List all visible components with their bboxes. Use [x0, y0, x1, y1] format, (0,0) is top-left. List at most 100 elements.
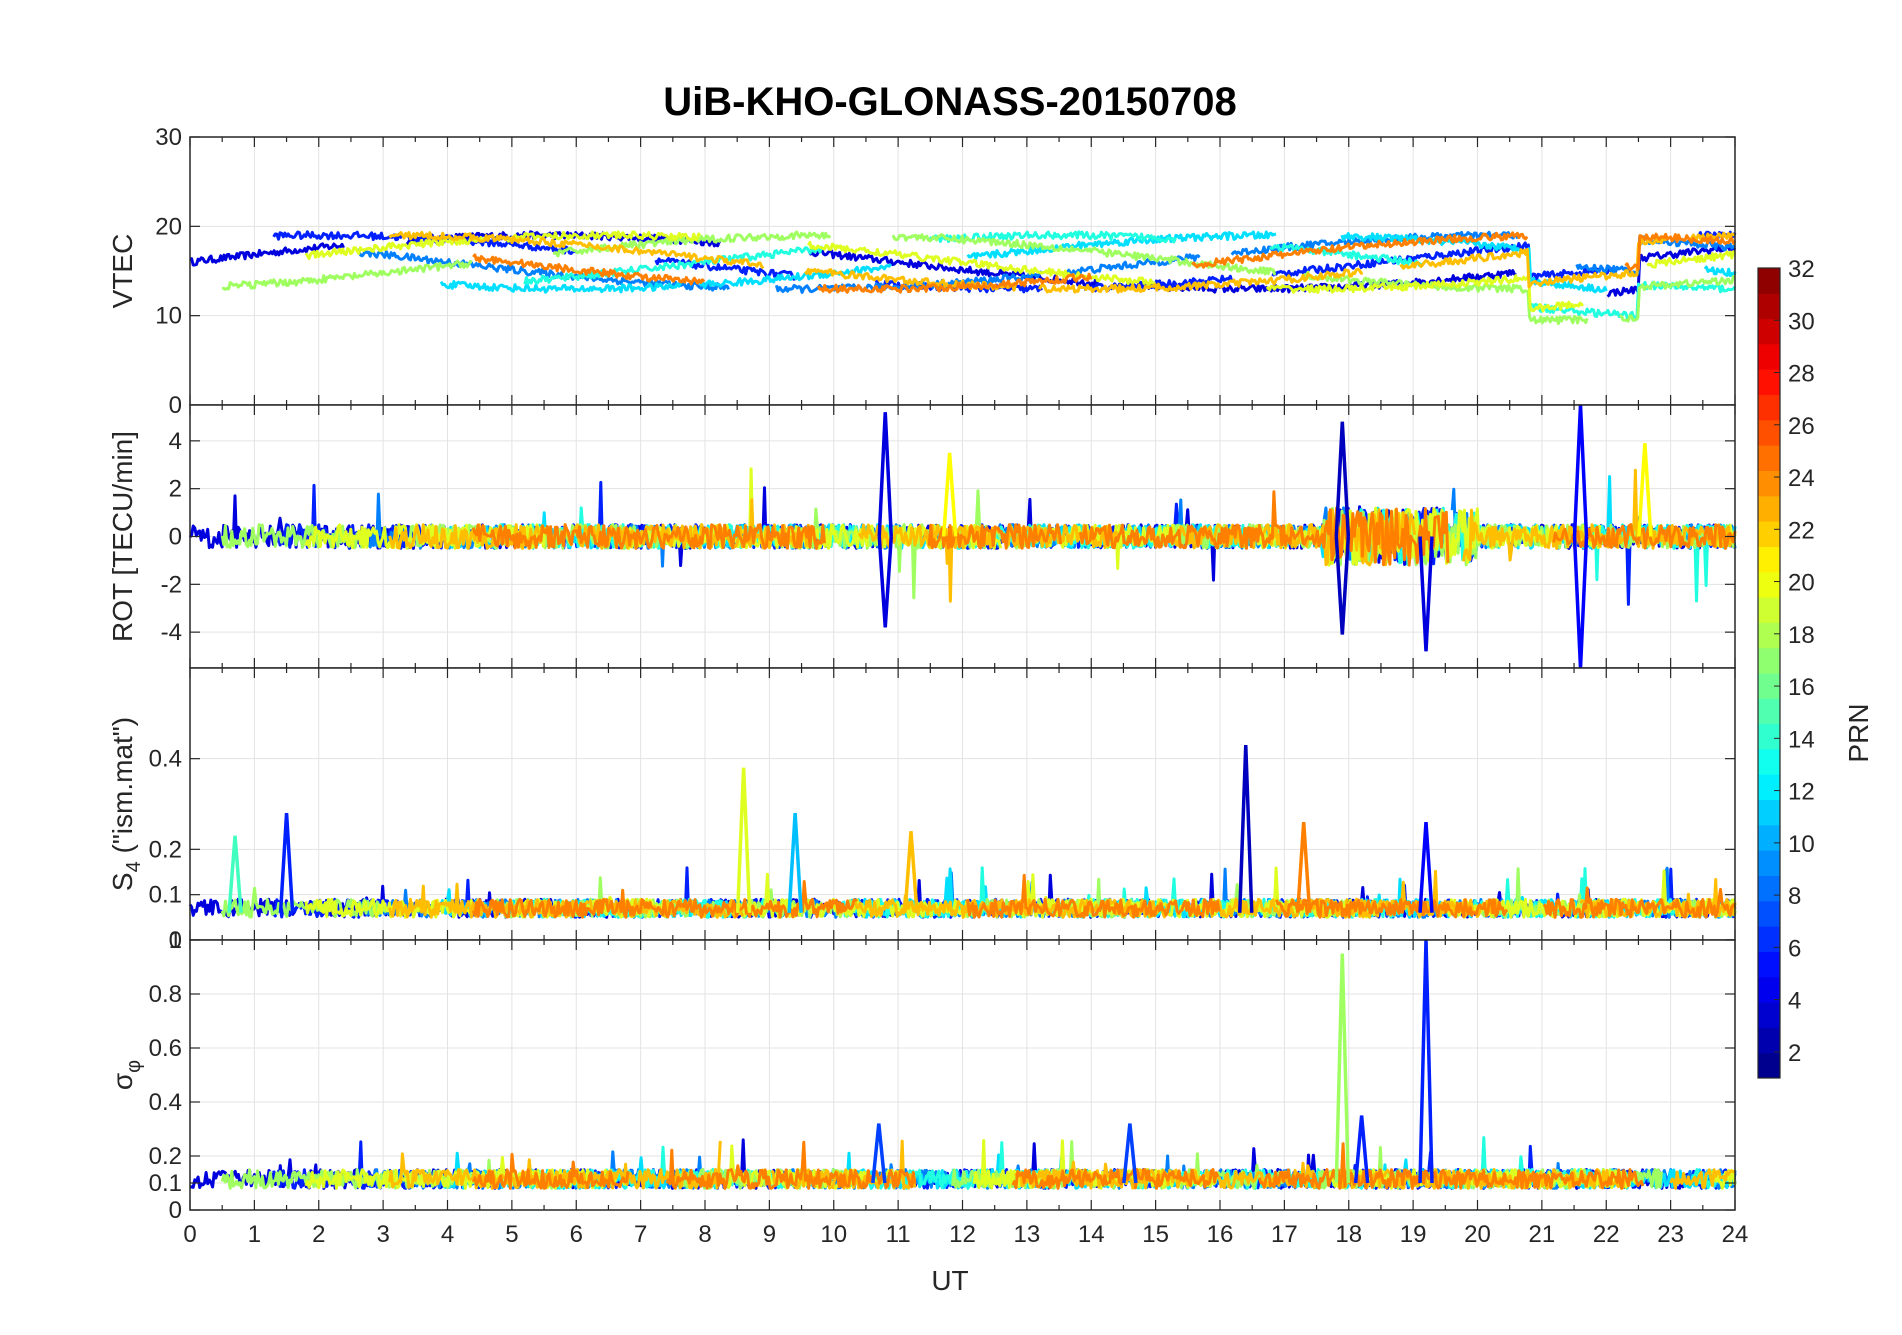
colorbar-segment — [1758, 1002, 1780, 1028]
series-line — [1079, 490, 1450, 567]
y-tick-label: -4 — [161, 619, 182, 646]
x-tick-label: 20 — [1464, 1221, 1491, 1248]
series-peak — [1418, 822, 1434, 913]
colorbar-segment — [1758, 1027, 1780, 1054]
colorbar-segment — [1758, 850, 1780, 876]
colorbar-tick-label: 4 — [1788, 988, 1801, 1015]
series-peak — [1418, 536, 1434, 652]
series-line — [1528, 280, 1737, 321]
series-line — [1038, 267, 1363, 294]
y-tick-label: 4 — [169, 428, 182, 455]
x-tick-label: 2 — [312, 1221, 325, 1248]
series-line — [388, 230, 765, 270]
series-line — [1271, 241, 1615, 282]
colorbar-tick-label: 18 — [1788, 622, 1815, 649]
series-line — [388, 882, 745, 919]
x-tick-label: 16 — [1207, 1221, 1234, 1248]
colorbar-segment — [1758, 673, 1780, 699]
series-peak — [278, 812, 295, 913]
colorbar-segment — [1758, 546, 1780, 573]
x-tick-label: 23 — [1657, 1221, 1684, 1248]
chart-title: UiB-KHO-GLONASS-20150708 — [663, 80, 1237, 124]
series-line — [356, 248, 731, 292]
colorbar-segment — [1758, 698, 1780, 725]
colorbar-segment — [1758, 1052, 1780, 1079]
colorbar-segment — [1758, 824, 1780, 851]
series-line — [816, 272, 1093, 294]
series-line — [774, 270, 1044, 294]
x-tick-label: 0 — [183, 1221, 196, 1248]
y-tick-label: 0 — [169, 524, 182, 551]
series-peak — [227, 835, 243, 913]
y-tick-label: 20 — [155, 213, 182, 240]
series-line — [1606, 243, 1737, 298]
series-peak — [941, 452, 958, 537]
colorbar-segment — [1758, 976, 1780, 1003]
x-tick-label: 17 — [1271, 1221, 1298, 1248]
y-tick-label: 1 — [169, 927, 182, 954]
colorbar-segment — [1758, 495, 1780, 522]
colorbar-tick-label: 6 — [1788, 935, 1801, 962]
x-tick-label: 12 — [949, 1221, 976, 1248]
x-tick-label: 13 — [1014, 1221, 1041, 1248]
y-tick-label: 0.4 — [149, 1089, 182, 1116]
x-tick-label: 15 — [1142, 1221, 1169, 1248]
x-tick-label: 21 — [1529, 1221, 1556, 1248]
series-peak — [1637, 443, 1653, 537]
y-tick-label: 30 — [155, 124, 182, 151]
colorbar-segment — [1758, 470, 1780, 497]
colorbar-segment — [1758, 748, 1780, 775]
y-tick-label: 10 — [155, 303, 182, 330]
colorbar-segment — [1758, 597, 1780, 623]
series-line — [1646, 250, 1737, 269]
series-line — [1542, 886, 1737, 919]
colorbar-tick-label: 12 — [1788, 779, 1815, 806]
y-tick-label: 0.2 — [149, 836, 182, 863]
y-tick-label: 0 — [169, 392, 182, 419]
colorbar-segment — [1758, 799, 1780, 826]
y-tick-label: 0 — [169, 1197, 182, 1224]
series-line — [439, 280, 682, 294]
series-peak — [1334, 421, 1351, 537]
series-line — [1011, 1167, 1220, 1190]
series-line — [966, 230, 1277, 261]
series-line — [1710, 1168, 1737, 1190]
colorbar-segment — [1758, 900, 1780, 927]
series-peak — [1353, 1115, 1370, 1184]
y-tick-label: 0 — [169, 927, 182, 954]
series-line — [1257, 1142, 1645, 1190]
x-tick-label: 5 — [505, 1221, 518, 1248]
colorbar-segment — [1758, 774, 1780, 801]
series-line — [927, 523, 1063, 550]
colorbar-segment — [1758, 419, 1780, 446]
series-line — [471, 1152, 630, 1190]
series-group — [189, 230, 1737, 326]
colorbar-tick-label: 22 — [1788, 517, 1815, 544]
x-tick-label: 9 — [763, 1221, 776, 1248]
series-line — [189, 242, 345, 267]
colorbar-segment — [1758, 723, 1780, 750]
series-group — [188, 404, 1737, 669]
series-line — [304, 235, 487, 260]
x-tick-label: 3 — [376, 1221, 389, 1248]
series-line — [806, 240, 1156, 287]
series-line — [1399, 235, 1668, 289]
x-tick-label: 1 — [248, 1221, 261, 1248]
colorbar-tick-label: 10 — [1788, 831, 1815, 858]
colorbar-segment — [1758, 293, 1780, 320]
series-peak — [871, 1123, 887, 1184]
series-peak — [735, 767, 752, 913]
series-peak — [1334, 953, 1351, 1184]
y-tick-label: 0.1 — [149, 882, 182, 909]
panel-2: -4 -2 0 2 4 ROT [TECU/min] — [107, 404, 1737, 669]
x-tick-label: 10 — [820, 1221, 847, 1248]
x-tick-label: 18 — [1335, 1221, 1362, 1248]
series-line — [472, 253, 706, 286]
x-tick-label: 6 — [570, 1221, 583, 1248]
series-line — [1579, 878, 1737, 919]
x-tick-label: 22 — [1593, 1221, 1620, 1248]
panel-3: 0 0.1 0.2 0.4S4 ("ism.mat") — [107, 667, 1737, 954]
